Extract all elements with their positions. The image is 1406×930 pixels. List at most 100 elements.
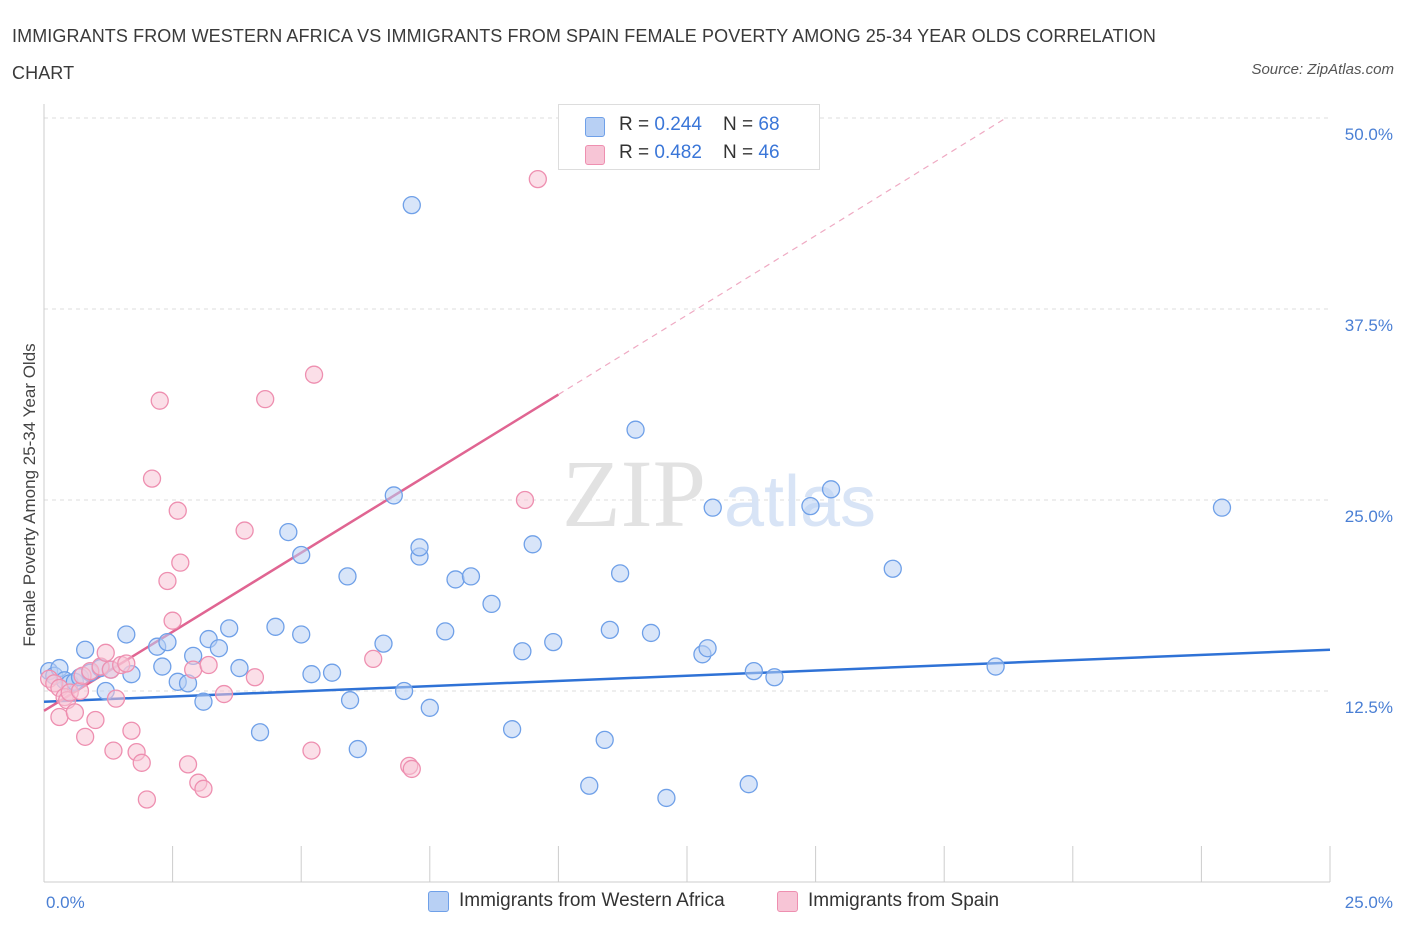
legend-swatch-pink	[585, 145, 605, 165]
point-western-africa	[446, 570, 465, 589]
point-western-africa	[986, 657, 1005, 676]
point-spain	[132, 753, 151, 772]
r-value: 0.482	[654, 142, 702, 163]
point-spain	[184, 660, 203, 679]
legend-swatch-blue	[585, 117, 605, 137]
point-western-africa	[821, 480, 841, 499]
trend-lines	[43, 117, 1331, 712]
point-spain	[168, 501, 187, 520]
point-western-africa	[384, 486, 403, 505]
point-western-africa	[194, 692, 213, 711]
point-spain	[304, 365, 324, 384]
correlation-legend: R = 0.244 N = 68 R = 0.482 N = 46	[558, 104, 820, 170]
point-western-africa	[523, 535, 542, 554]
point-western-africa	[1212, 498, 1232, 517]
r-label: R =	[619, 114, 655, 135]
n-value: 46	[758, 142, 780, 163]
point-western-africa	[292, 625, 311, 644]
legend-swatch-blue	[428, 891, 449, 912]
point-spain	[528, 169, 547, 189]
point-spain	[171, 553, 190, 572]
watermark: ZIP atlas	[562, 440, 876, 547]
point-spain	[214, 684, 234, 704]
point-spain	[104, 741, 123, 760]
point-spain	[117, 654, 136, 673]
n-label: N =	[723, 114, 759, 135]
point-western-africa	[482, 594, 501, 614]
point-western-africa	[513, 642, 532, 661]
point-western-africa	[610, 564, 630, 583]
point-spain	[96, 643, 115, 662]
point-western-africa	[703, 498, 722, 517]
point-western-africa	[158, 632, 177, 652]
point-western-africa	[641, 623, 661, 643]
point-western-africa	[374, 634, 393, 653]
r-label: R =	[619, 142, 655, 163]
point-spain	[150, 391, 169, 410]
point-western-africa	[436, 622, 455, 641]
point-spain	[106, 689, 126, 708]
point-western-africa	[402, 195, 421, 215]
x-tick-label: 0.0%	[46, 893, 85, 912]
point-western-africa	[230, 658, 249, 678]
point-western-africa	[698, 639, 717, 658]
point-western-africa	[292, 545, 311, 565]
chart-title: IMMIGRANTS FROM WESTERN AFRICA VS IMMIGR…	[12, 26, 1156, 83]
point-western-africa	[580, 776, 599, 795]
point-western-africa	[626, 420, 645, 439]
point-spain	[70, 681, 90, 701]
point-spain	[402, 759, 421, 779]
point-western-africa	[600, 620, 619, 640]
point-western-africa	[657, 788, 676, 808]
y-tick-label: 37.5%	[1345, 316, 1393, 335]
point-western-africa	[153, 657, 172, 676]
watermark-zip: ZIP	[562, 440, 706, 547]
r-value: 0.244	[654, 114, 702, 135]
watermark-atlas: atlas	[724, 462, 876, 542]
series-legend: Immigrants from Western Africa Immigrant…	[0, 888, 1406, 916]
point-spain	[302, 741, 321, 760]
point-western-africa	[322, 663, 342, 682]
point-western-africa	[410, 538, 429, 557]
point-spain	[50, 707, 69, 727]
point-western-africa	[338, 567, 357, 586]
point-spain	[142, 469, 162, 488]
point-spain	[245, 668, 265, 687]
point-western-africa	[394, 681, 414, 701]
point-spain	[256, 390, 275, 409]
point-spain	[86, 710, 105, 730]
legend-label: Immigrants from Spain	[808, 890, 1000, 911]
point-spain	[194, 779, 213, 798]
data-points	[39, 169, 1232, 809]
point-western-africa	[279, 522, 298, 542]
point-western-africa	[744, 661, 764, 681]
point-spain	[158, 571, 177, 591]
source-label: Source: ZipAtlas.com	[1251, 61, 1394, 78]
legend-label: Immigrants from Western Africa	[459, 890, 725, 911]
point-western-africa	[461, 567, 481, 586]
y-tick-label: 12.5%	[1345, 698, 1393, 717]
point-western-africa	[76, 640, 95, 659]
point-spain	[235, 521, 254, 540]
y-tick-label: 25.0%	[1345, 507, 1393, 526]
n-value: 68	[758, 114, 780, 135]
point-western-africa	[117, 625, 136, 644]
point-spain	[515, 490, 535, 510]
point-western-africa	[544, 632, 563, 652]
point-spain	[65, 703, 85, 722]
point-western-africa	[739, 775, 758, 794]
grid-lines	[44, 117, 1330, 692]
y-axis-title: Female Poverty Among 25-34 Year Olds	[20, 343, 39, 646]
point-western-africa	[348, 739, 367, 759]
point-western-africa	[250, 723, 270, 742]
point-spain	[76, 727, 95, 746]
point-spain	[199, 655, 218, 675]
point-western-africa	[883, 559, 902, 578]
point-western-africa	[209, 639, 229, 658]
x-tick-label: 25.0%	[1345, 893, 1393, 912]
legend-swatch-pink	[777, 891, 798, 912]
point-western-africa	[595, 730, 614, 750]
point-spain	[122, 721, 141, 740]
point-western-africa	[340, 691, 360, 710]
